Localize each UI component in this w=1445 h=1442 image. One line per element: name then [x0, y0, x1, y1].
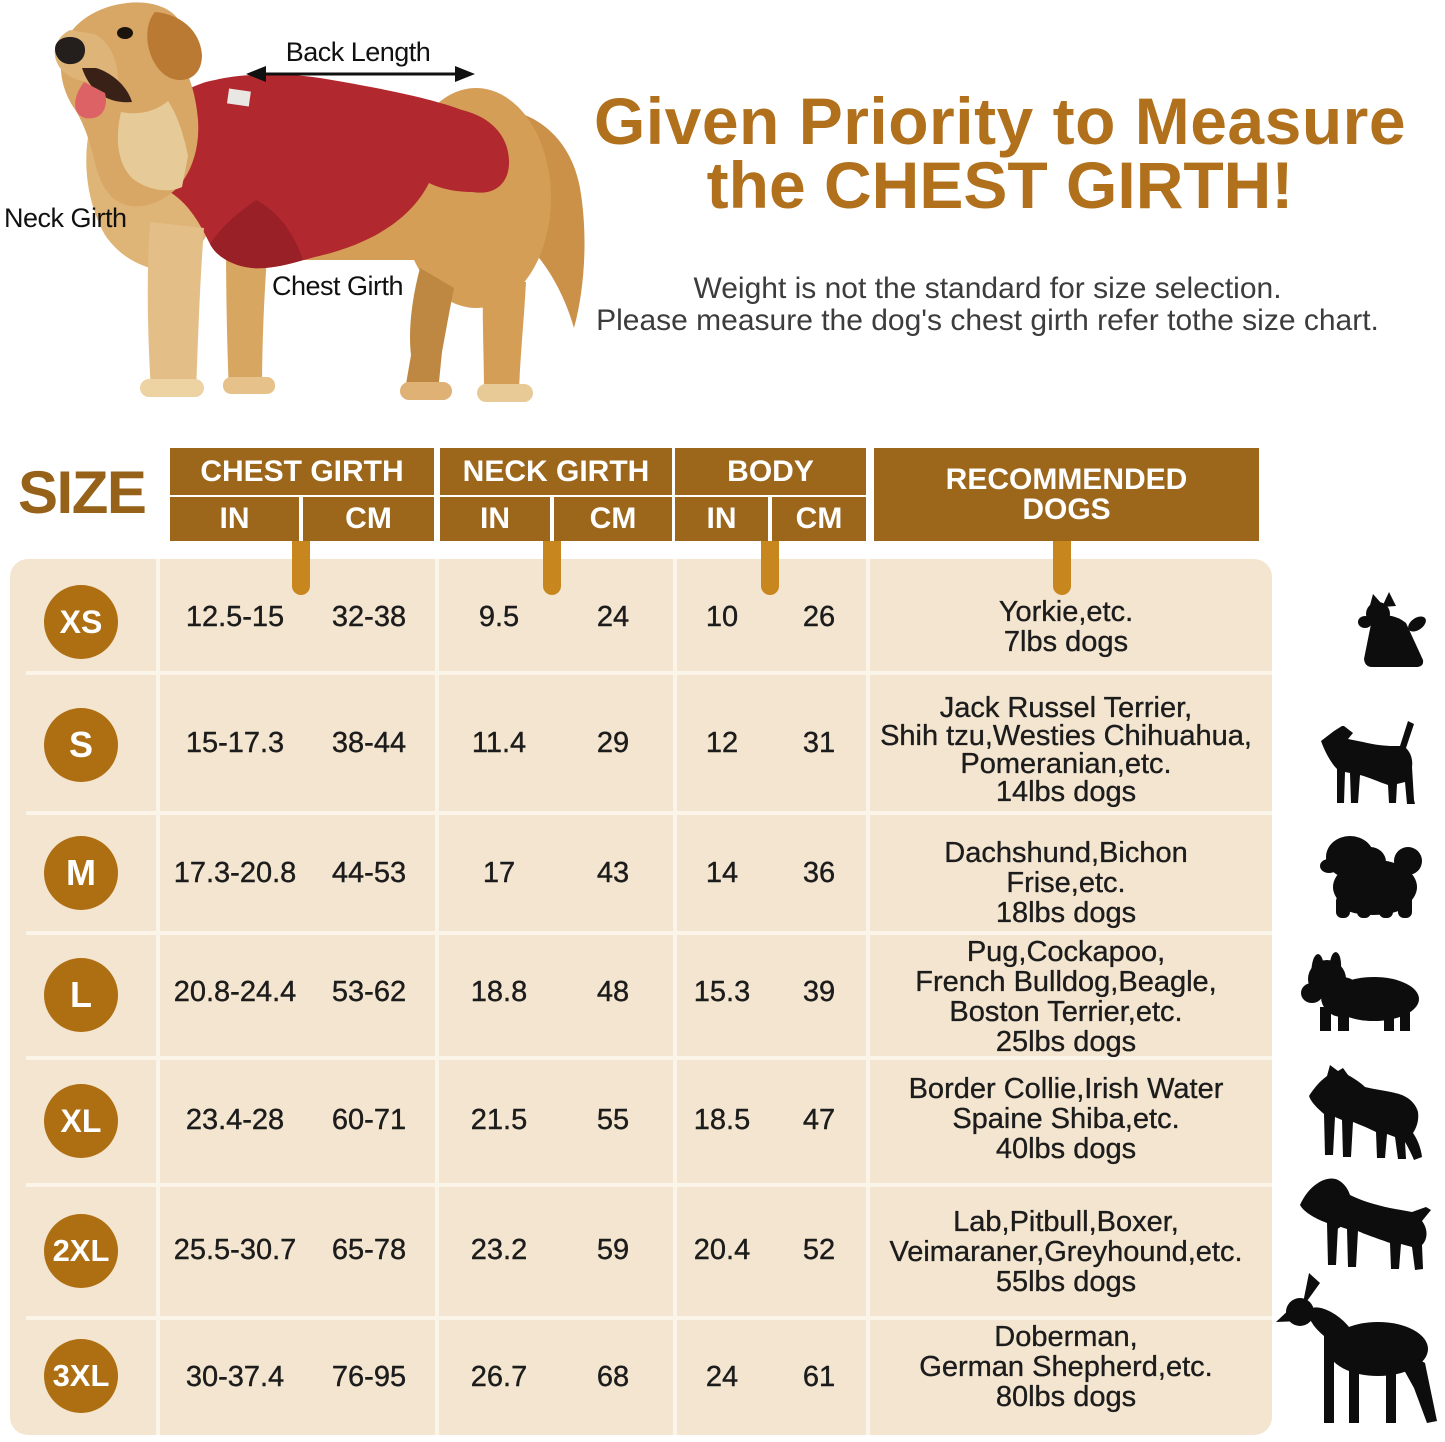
svg-text:Neck Girth: Neck Girth [4, 203, 127, 233]
svg-text:Chest Girth: Chest Girth [272, 271, 403, 301]
svg-text:Back Length: Back Length [286, 37, 431, 67]
